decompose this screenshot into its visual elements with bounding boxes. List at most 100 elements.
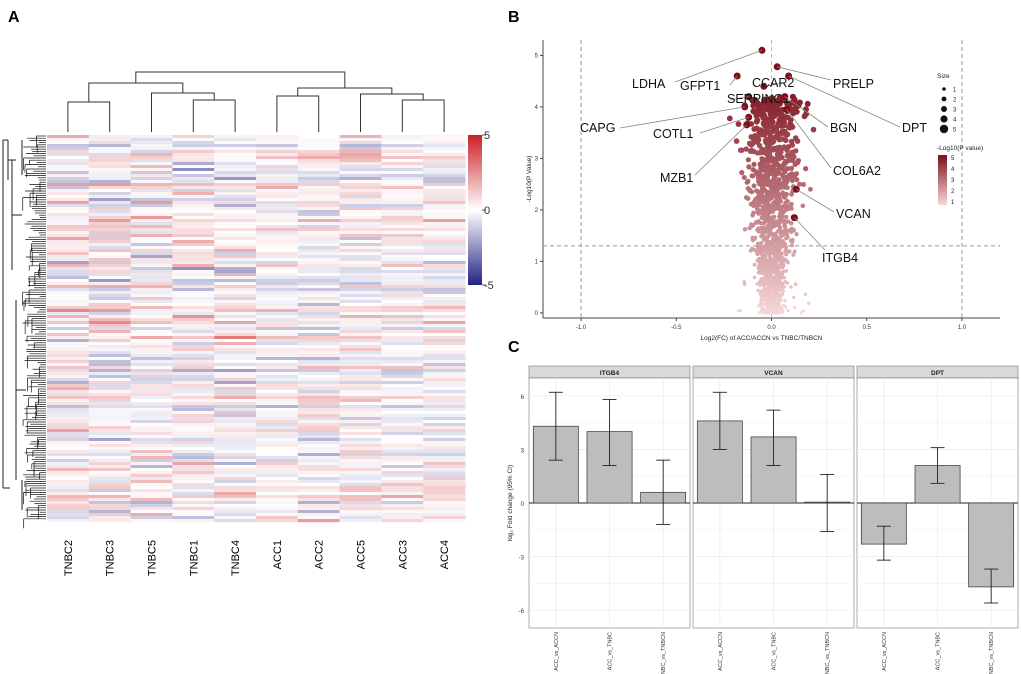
heatmap-cell [88, 348, 132, 352]
heatmap-cell [214, 453, 257, 457]
heatmap-cell [423, 435, 466, 439]
volcano-point [789, 93, 797, 100]
heatmap-cell [423, 192, 466, 196]
heatmap-cell [214, 288, 257, 292]
heatmap-cell [381, 237, 424, 241]
heatmap-cell [297, 345, 341, 349]
heatmap-cell [172, 192, 215, 196]
volcano-point [751, 210, 756, 216]
heatmap-cell [256, 357, 299, 361]
heatmap-cell [88, 174, 132, 178]
heatmap-cell [214, 303, 257, 307]
heatmap-cell [172, 216, 215, 220]
heatmap-cell [172, 201, 215, 205]
heatmap-cell [214, 156, 257, 160]
heatmap-cell [423, 480, 466, 484]
heatmap-cell [381, 360, 424, 364]
heatmap-cell [130, 459, 173, 463]
size-legend-label: 4 [953, 118, 957, 124]
heatmap-cell [256, 414, 299, 418]
heatmap-cell [339, 444, 382, 448]
volcano-point [758, 225, 764, 231]
heatmap-cell [423, 261, 466, 265]
volcano-point [793, 282, 798, 287]
heatmap-cell [88, 270, 132, 274]
heatmap-cell [214, 273, 257, 277]
heatmap-cell [297, 435, 341, 439]
heatmap-cell [88, 177, 132, 181]
heatmap-cell [214, 147, 257, 151]
heatmap-cell [214, 516, 257, 520]
heatmap-cell [47, 213, 90, 217]
y-tick-label: 0 [521, 502, 525, 508]
heatmap-cell [214, 504, 257, 508]
heatmap-cell [172, 225, 215, 229]
volcano-point [759, 277, 764, 281]
heatmap-cell [172, 504, 215, 508]
volcano-point [794, 171, 799, 177]
heatmap-cell [47, 204, 90, 208]
heatmap-cell [47, 147, 90, 151]
heatmap-cell [297, 468, 341, 472]
volcano-point [783, 299, 787, 303]
heatmap-cell [172, 219, 215, 223]
heatmap-grid [47, 135, 466, 523]
heatmap-cell [297, 216, 341, 220]
heatmap-cell [172, 159, 215, 163]
size-legend-dot [941, 106, 947, 112]
panel-label-a: A [8, 9, 20, 26]
heatmap-cell [172, 453, 215, 457]
heatmap-cell [172, 366, 215, 370]
dendrogram-link [151, 92, 215, 132]
heatmap-cell [130, 399, 173, 403]
heatmap-cell [214, 393, 257, 397]
heatmap-cell [47, 468, 90, 472]
heatmap-cell [214, 279, 257, 283]
heatmap-cell [256, 150, 299, 154]
heatmap-cell [339, 255, 382, 259]
gene-label-connector [777, 66, 832, 81]
heatmap-cell [172, 471, 215, 475]
heatmap-cell [214, 315, 257, 319]
heatmap-cell [130, 285, 173, 289]
heatmap-cell [214, 237, 257, 241]
heatmap-cell [130, 192, 173, 196]
heatmap-cell [256, 138, 299, 142]
heatmap-cell [172, 426, 215, 430]
heatmap-cell [172, 516, 215, 520]
heatmap-cell [214, 330, 257, 334]
heatmap-cell [297, 510, 341, 514]
heatmap-cell [130, 246, 173, 250]
volcano-point [803, 292, 808, 296]
volcano-point [780, 239, 786, 244]
heatmap-cell [130, 321, 173, 325]
heatmap-cell [256, 291, 299, 295]
volcano-point [795, 158, 802, 164]
heatmap-cell [47, 321, 90, 325]
heatmap-cell [172, 324, 215, 328]
heatmap-cell [381, 438, 424, 442]
heatmap-cell [130, 279, 173, 283]
volcano-point [781, 289, 785, 293]
heatmap-cell [47, 150, 90, 154]
heatmap-cell [172, 378, 215, 382]
heatmap-cell [381, 498, 424, 502]
heatmap-cell [47, 165, 90, 169]
gene-label: LDHA [632, 77, 666, 91]
heatmap-cell [423, 150, 466, 154]
heatmap-cell [172, 261, 215, 265]
heatmap-cell [47, 432, 90, 436]
heatmap-cell [339, 291, 382, 295]
heatmap-cell [130, 324, 173, 328]
heatmap-cell [297, 495, 341, 499]
heatmap-cell [297, 285, 341, 289]
heatmap-cell [381, 426, 424, 430]
x-tick-label: -1.0 [576, 325, 587, 331]
gene-label-connector [729, 75, 738, 86]
heatmap-cell [172, 147, 215, 151]
gene-label: DPT [902, 121, 927, 135]
heatmap-cell [423, 384, 466, 388]
heatmap-cell [381, 219, 424, 223]
heatmap-cell [339, 429, 382, 433]
